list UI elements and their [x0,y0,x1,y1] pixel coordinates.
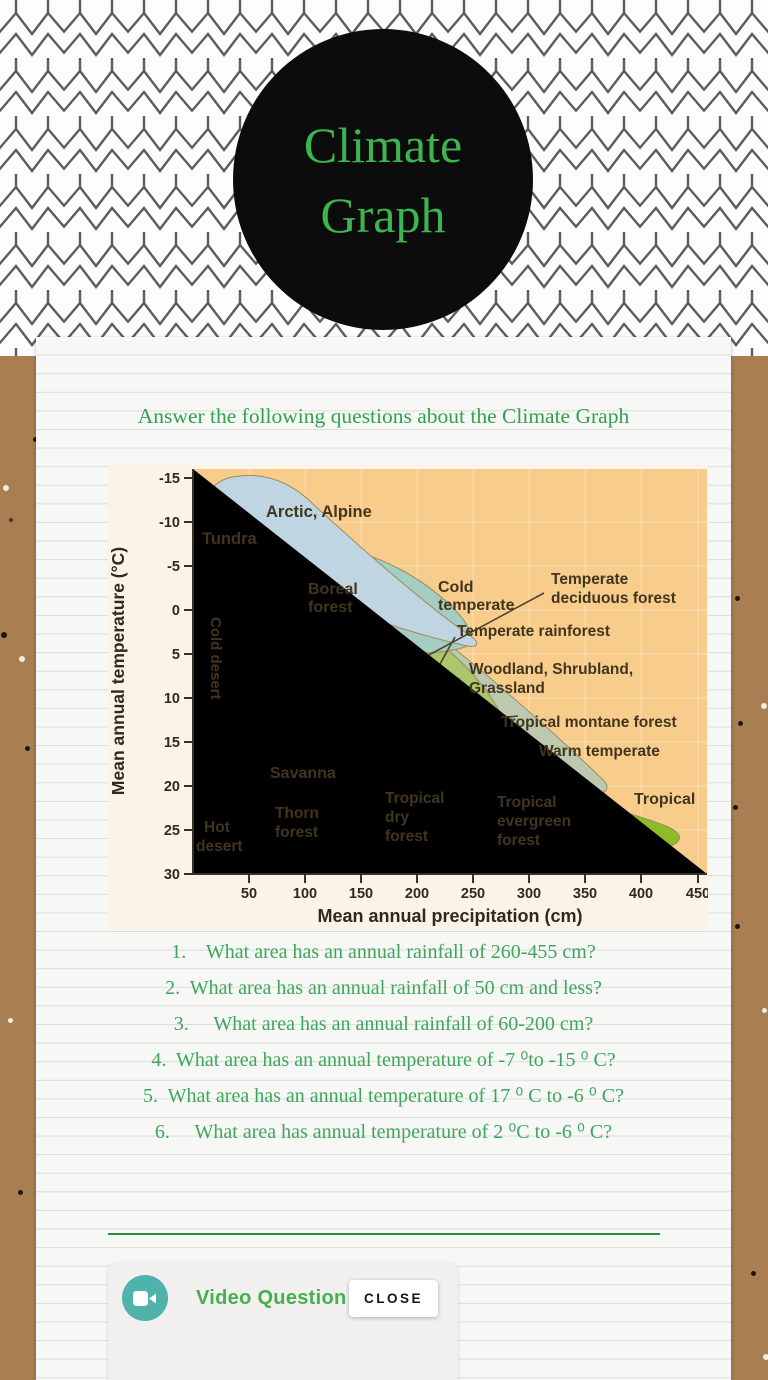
svg-text:Tropical montane forest: Tropical montane forest [501,714,677,731]
cork-dot [1,632,7,638]
svg-text:Boreal: Boreal [308,581,358,598]
question-4: 4. What area has an annual temperature o… [151,1049,616,1071]
svg-text:10: 10 [164,691,180,707]
svg-text:Tropical: Tropical [497,794,556,811]
svg-text:Tropical: Tropical [634,791,695,808]
cork-dot [761,703,767,709]
svg-text:100: 100 [293,886,317,902]
svg-text:400: 400 [629,886,653,902]
cork-dot [733,805,738,810]
cork-dot [8,1018,13,1023]
svg-text:15: 15 [164,735,180,751]
biome-labels: Arctic, Alpine Tundra Boreal forest Cold… [196,503,695,855]
cork-dot [763,1354,768,1360]
svg-text:Tundra: Tundra [202,530,258,548]
cork-dot [9,518,13,522]
svg-text:Woodland, Shrubland,: Woodland, Shrubland, [469,661,633,678]
svg-text:forest: forest [308,599,353,616]
svg-text:50: 50 [241,886,257,902]
svg-text:0: 0 [172,603,180,619]
worksheet-paper: Answer the following questions about the… [36,337,731,1380]
svg-text:200: 200 [405,886,429,902]
cork-dot [19,656,25,662]
cork-dot [751,1271,756,1276]
svg-text:Thorn: Thorn [275,805,319,822]
video-camera-button[interactable] [122,1275,168,1321]
svg-text:deciduous forest: deciduous forest [551,590,676,607]
svg-text:temperate: temperate [438,597,515,614]
svg-text:300: 300 [517,886,541,902]
svg-text:forest: forest [275,824,318,841]
svg-text:evergreen: evergreen [497,813,571,830]
svg-text:-15: -15 [159,471,180,487]
question-list: 1. What area has an annual rainfall of 2… [74,939,694,1145]
video-question-card: Video Question CLOSE [108,1262,458,1380]
cork-dot [18,1190,23,1195]
title-circle: Climate Graph [233,29,533,330]
cork-dot [738,721,743,726]
svg-text:350: 350 [573,886,597,902]
header-pattern-section: Climate Graph [0,0,768,356]
svg-text:Tropical: Tropical [385,790,444,807]
worksheet-heading: Answer the following questions about the… [137,404,630,428]
svg-text:dry: dry [385,809,410,826]
y-axis-ticks: -15 -10 -5 0 5 10 15 20 25 30 [159,471,180,883]
svg-text:5: 5 [172,647,180,663]
svg-text:Temperate rainforest: Temperate rainforest [457,623,610,640]
svg-text:150: 150 [349,886,373,902]
question-2: 2. What area has an annual rainfall of 5… [165,977,602,999]
cork-dot [762,1008,767,1013]
cork-dot [33,437,38,442]
svg-text:25: 25 [164,823,180,839]
biome-diagram: -15 -10 -5 0 5 10 15 20 25 30 50 100 150… [108,465,710,930]
svg-text:20: 20 [164,779,180,795]
axes [184,469,707,883]
svg-text:250: 250 [461,886,485,902]
svg-text:Grassland: Grassland [469,680,545,697]
page-title-line1: Climate [303,116,463,173]
cork-dot [3,485,9,491]
svg-text:Cold desert: Cold desert [207,617,224,700]
svg-text:desert: desert [196,838,243,855]
svg-text:-5: -5 [167,559,180,575]
close-button[interactable]: CLOSE [348,1279,438,1317]
green-divider [108,1233,660,1235]
question-3: 3. What area has an annual rainfall of 6… [173,1013,594,1035]
svg-text:Warm temperate: Warm temperate [539,743,660,760]
cork-dot [25,746,30,751]
svg-text:450: 450 [686,886,708,902]
question-1: 1. What area has an annual rainfall of 2… [171,941,596,963]
video-camera-icon [133,1290,156,1306]
x-axis-ticks: 50 100 150 200 250 300 350 400 450 [241,886,710,902]
cork-dot [735,596,740,601]
x-axis-title: Mean annual precipitation (cm) [317,906,582,926]
svg-text:30: 30 [164,867,180,883]
svg-text:Savanna: Savanna [270,765,336,782]
svg-text:Temperate: Temperate [551,571,629,588]
cork-dot [735,924,740,929]
svg-text:Cold: Cold [438,579,474,596]
svg-text:-10: -10 [159,515,180,531]
svg-text:Arctic, Alpine: Arctic, Alpine [266,503,372,521]
video-question-label: Video Question [196,1286,347,1309]
page-title-line2: Graph [320,186,446,243]
climate-graph-image: -15 -10 -5 0 5 10 15 20 25 30 50 100 150… [108,465,710,930]
question-5: 5. What area has an annual temperature o… [142,1085,625,1107]
svg-text:Hot: Hot [204,819,230,836]
svg-text:forest: forest [497,832,540,849]
question-6: 6. What area has annual temperature of 2… [154,1121,613,1143]
y-axis-title: Mean annual temperature (°C) [108,547,128,795]
svg-text:forest: forest [385,828,428,845]
